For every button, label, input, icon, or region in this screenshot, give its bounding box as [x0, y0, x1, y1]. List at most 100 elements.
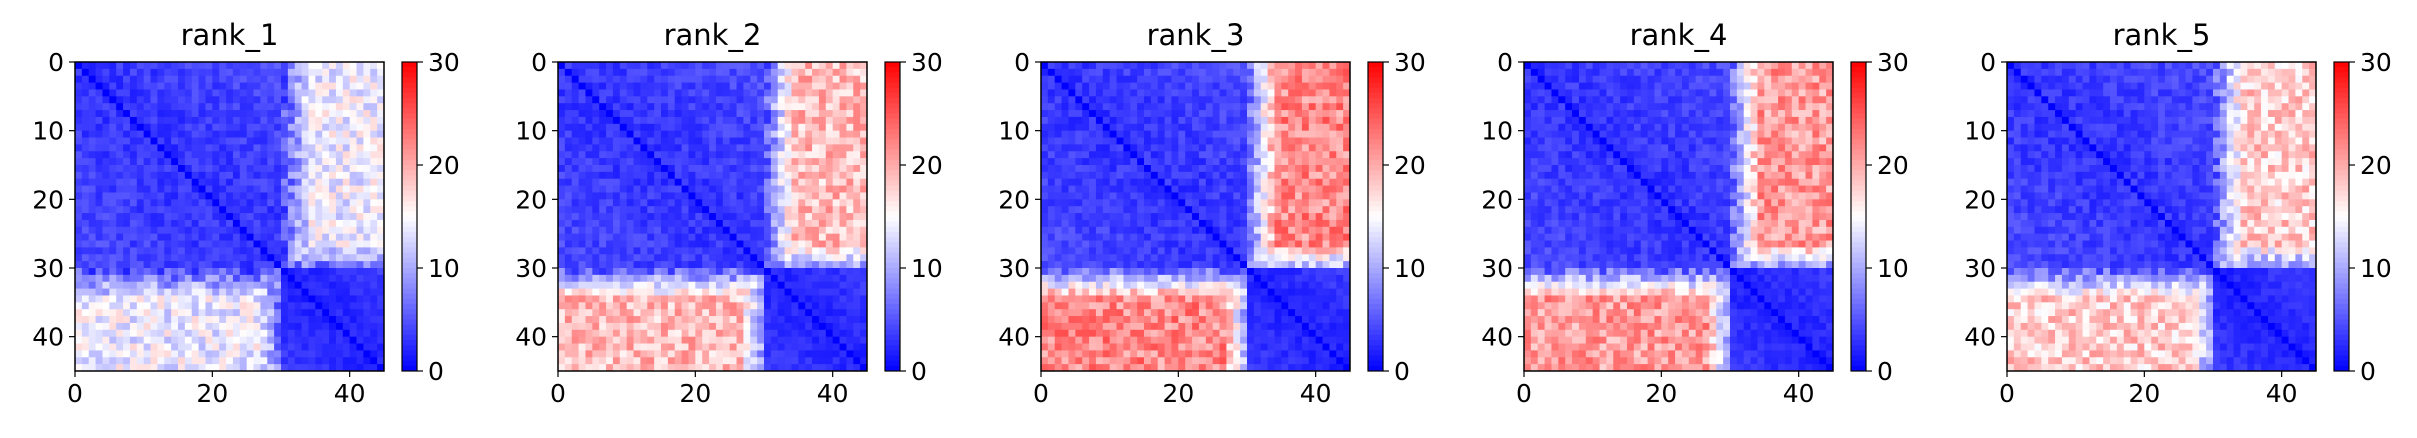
heatmap-cell [81, 110, 90, 118]
heatmap-cell [688, 219, 696, 228]
heatmap-cell [164, 226, 172, 235]
heatmap-cell [784, 75, 792, 83]
heatmap-cell [123, 350, 131, 358]
heatmap-cell [798, 281, 806, 289]
colorbar-segment [402, 247, 417, 254]
heatmap-cell [695, 233, 703, 241]
heatmap-cell [1157, 82, 1165, 90]
heatmap-cell [1192, 151, 1200, 159]
heatmap-cell [260, 123, 268, 132]
heatmap-cell [267, 343, 275, 351]
heatmap-cell [212, 295, 220, 303]
heatmap-cell [219, 89, 227, 97]
heatmap-cell [853, 116, 861, 125]
heatmap-cell [709, 110, 717, 118]
heatmap-cell [274, 110, 282, 118]
heatmap-cell [633, 309, 641, 317]
heatmap-cell [308, 329, 316, 338]
heatmap-cell [294, 130, 302, 138]
heatmap-cell [123, 357, 131, 365]
heatmap-cell [777, 75, 785, 83]
heatmap-cell [757, 75, 765, 83]
heatmap-cell [736, 68, 744, 77]
heatmap-cell [722, 151, 731, 159]
heatmap-cell [1343, 130, 1351, 138]
heatmap-cell [578, 82, 586, 90]
heatmap-cell [1144, 158, 1152, 166]
heatmap-cell [267, 110, 275, 118]
heatmap-cell [736, 302, 744, 310]
heatmap-cell [287, 144, 296, 152]
heatmap-cell [329, 329, 337, 338]
heatmap-cell [825, 219, 834, 228]
heatmap-cell [805, 151, 813, 159]
heatmap-cell [363, 240, 371, 248]
heatmap-cell [370, 62, 378, 70]
heatmap-cell [661, 199, 669, 207]
heatmap-cell [150, 350, 158, 358]
heatmap-cell [647, 268, 655, 276]
heatmap-cell [571, 192, 579, 200]
heatmap-cell [764, 213, 772, 221]
heatmap-cell [329, 137, 337, 145]
heatmap-cell [116, 151, 124, 159]
heatmap-cell [674, 316, 682, 324]
heatmap-cell [191, 192, 199, 200]
heatmap-cell [681, 178, 689, 186]
heatmap-cell [832, 185, 840, 193]
heatmap-cell [1253, 158, 1262, 166]
heatmap-cell [239, 343, 248, 351]
heatmap-cell [633, 357, 641, 365]
heatmap-cell [205, 110, 213, 118]
heatmap-cell [571, 233, 579, 241]
colorbar-segment [402, 77, 417, 84]
heatmap-cell [88, 82, 96, 90]
heatmap-cell [363, 295, 371, 303]
heatmap-cell [315, 96, 323, 104]
heatmap-cell [1144, 123, 1152, 132]
heatmap-cell [232, 316, 241, 324]
heatmap-cell [777, 261, 785, 269]
heatmap-cell [95, 137, 103, 145]
heatmap-cell [377, 350, 385, 358]
heatmap-cell [818, 226, 827, 235]
heatmap-cell [777, 254, 785, 262]
heatmap-cell [784, 364, 792, 372]
heatmap-cell [647, 302, 655, 310]
heatmap-cell [640, 96, 648, 104]
heatmap-cell [818, 288, 827, 296]
heatmap-cell [232, 158, 241, 166]
heatmap-cell [640, 357, 648, 365]
heatmap-cell [301, 254, 309, 262]
heatmap-cell [606, 89, 614, 97]
heatmap-cell [281, 110, 289, 118]
heatmap-cell [349, 130, 357, 138]
heatmap-cell [818, 185, 827, 193]
heatmap-cell [370, 240, 378, 248]
heatmap-cell [184, 288, 193, 296]
heatmap-cell [239, 62, 248, 70]
heatmap-cell [791, 254, 799, 262]
heatmap-cell [191, 288, 199, 296]
heatmap-cell [219, 343, 227, 351]
heatmap-cell [178, 350, 186, 358]
heatmap-cell [136, 151, 145, 159]
heatmap-cell [219, 151, 227, 159]
heatmap-cell [750, 247, 758, 255]
heatmap-cell [274, 254, 282, 262]
heatmap-cell [619, 233, 628, 241]
heatmap-cell [267, 233, 275, 241]
heatmap-cell [198, 329, 206, 338]
heatmap-cell [129, 329, 138, 338]
heatmap-cell [253, 281, 261, 289]
heatmap-cell [184, 261, 193, 269]
heatmap-cell [315, 288, 323, 296]
heatmap-cell [191, 336, 199, 344]
heatmap-cell [1336, 123, 1344, 132]
heatmap-cell [322, 247, 330, 255]
heatmap-cell [329, 274, 337, 283]
heatmap-cell [839, 178, 847, 186]
heatmap-cell [164, 254, 172, 262]
heatmap-cell [287, 226, 296, 235]
heatmap-cell [1219, 151, 1227, 159]
